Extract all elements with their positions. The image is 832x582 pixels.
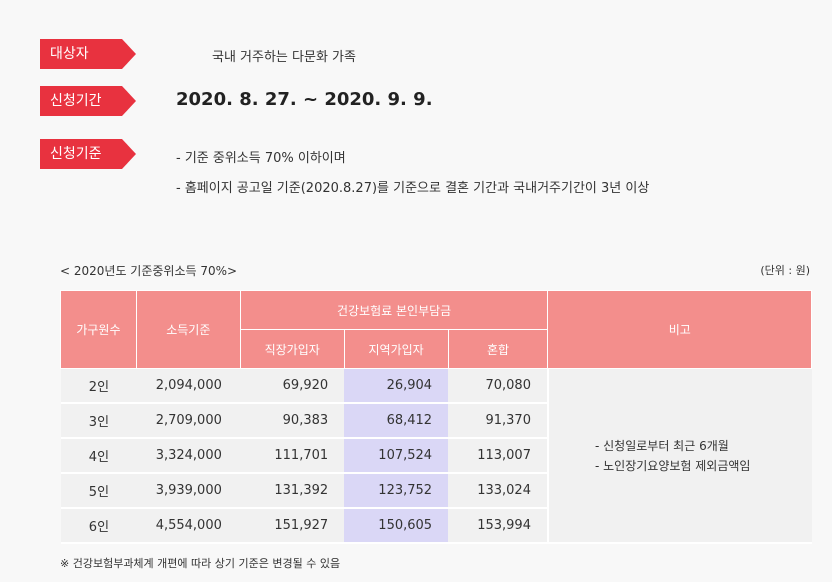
cell-regional: 123,752: [344, 473, 449, 509]
header-insurance: 건강보험료 본인부담금: [239, 290, 549, 330]
header-employee: 직장가입자: [239, 329, 345, 369]
cell-mixed: 113,007: [448, 438, 548, 474]
cell-employee: 131,392: [240, 473, 345, 509]
header-regional: 지역가입자: [343, 329, 449, 369]
criteria-line-2: - 홈페이지 공고일 기준(2020.8.27)를 기준으로 결혼 기간과 국내…: [176, 181, 650, 196]
header-household: 가구원수: [60, 290, 137, 369]
cell-mixed: 133,024: [448, 473, 548, 509]
table-row: 2인 2,094,000 69,920 26,904 70,080 - 신청일로…: [60, 368, 812, 544]
table-row: 3인 2,709,000 90,383 68,412 91,370: [60, 403, 812, 439]
cell-income: 2,709,000: [136, 403, 241, 439]
table-row: 5인 3,939,000 131,392 123,752 133,024: [60, 473, 812, 509]
cell-income: 2,094,000: [136, 368, 241, 404]
cell-employee: 151,927: [240, 508, 345, 544]
cell-regional: 68,412: [344, 403, 449, 439]
cell-income: 3,939,000: [136, 473, 241, 509]
cell-mixed: 153,994: [448, 508, 548, 544]
cell-regional: 26,904: [344, 368, 449, 404]
cell-household: 3인: [60, 403, 137, 439]
criteria-row: 신청기준: [40, 139, 136, 169]
remarks-cell: - 신청일로부터 최근 6개월 - 노인장기요양보험 제외금액임: [546, 368, 812, 544]
cell-regional: 107,524: [344, 438, 449, 474]
table-caption: < 2020년도 기준중위소득 70%>: [60, 264, 238, 278]
cell-employee: 90,383: [240, 403, 345, 439]
cell-employee: 111,701: [240, 438, 345, 474]
cell-household: 2인: [60, 368, 137, 404]
table-row: 4인 3,324,000 111,701 107,524 113,007: [60, 438, 812, 474]
cell-income: 3,324,000: [136, 438, 241, 474]
target-row: 대상자 국내 거주하는 다문화 가족: [40, 39, 356, 69]
footnote: ※ 건강보험부과체계 개편에 따라 상기 기준은 변경될 수 있음: [60, 557, 341, 570]
table-unit: (단위 : 원): [760, 264, 810, 277]
cell-income: 4,554,000: [136, 508, 241, 544]
header-mixed: 혼합: [447, 329, 549, 369]
cell-household: 4인: [60, 438, 137, 474]
period-row: 신청기간 2020. 8. 27. ~ 2020. 9. 9.: [40, 86, 433, 116]
cell-household: 5인: [60, 473, 137, 509]
cell-regional: 150,605: [344, 508, 449, 544]
income-table: 가구원수 소득기준 건강보험료 본인부담금 비고 직장가입자 지역가입자 혼합 …: [60, 290, 812, 544]
remarks-line-1: - 신청일로부터 최근 6개월: [594, 438, 729, 453]
header-income: 소득기준: [135, 290, 241, 369]
period-value: 2020. 8. 27. ~ 2020. 9. 9.: [176, 89, 433, 110]
table-row: 6인 4,554,000 151,927 150,605 153,994: [60, 508, 812, 544]
header-remarks: 비고: [547, 290, 812, 369]
remarks-line-2: - 노인장기요양보험 제외금액임: [594, 458, 751, 473]
target-label: 대상자: [40, 39, 136, 69]
cell-household: 6인: [60, 508, 137, 544]
criteria-line-1: - 기준 중위소득 70% 이하이며: [176, 151, 346, 166]
cell-mixed: 91,370: [448, 403, 548, 439]
criteria-label: 신청기준: [40, 139, 136, 169]
period-label: 신청기간: [40, 86, 136, 116]
cell-employee: 69,920: [240, 368, 345, 404]
target-value: 국내 거주하는 다문화 가족: [212, 50, 356, 65]
cell-mixed: 70,080: [448, 368, 548, 404]
